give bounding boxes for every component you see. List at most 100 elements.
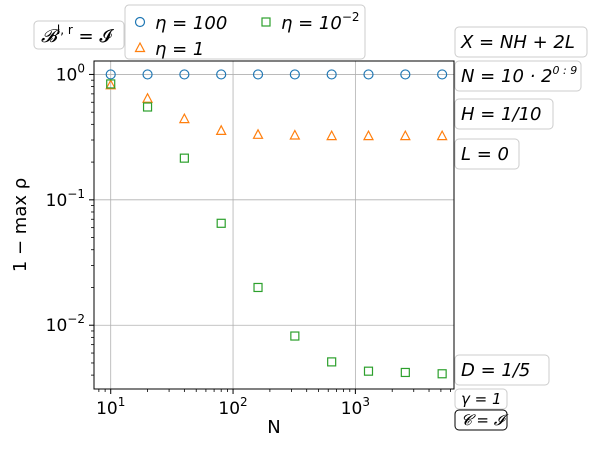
- y-axis-title: 1 − max ρ: [10, 178, 31, 272]
- data-point-circle: [105, 69, 116, 80]
- annotation-boundary-base: 𝓑: [41, 26, 60, 47]
- annotation-boundary-box: 𝓑l, r = 𝓘: [33, 20, 125, 50]
- data-point-circle: [142, 69, 153, 80]
- annotation-box: L = 0: [454, 138, 520, 170]
- data-point-square: [290, 331, 300, 341]
- annotation-text-base: γ = 1: [461, 390, 502, 408]
- data-point-triangle: [289, 129, 301, 140]
- annotation-text: X = NH + 2L: [460, 32, 575, 53]
- legend-label-exp: −2: [342, 10, 360, 24]
- annotation-text: 𝓒 = 𝓘: [461, 411, 509, 429]
- legend-label-base: η = 10: [281, 13, 342, 34]
- annotation-box: H = 1/10: [454, 98, 554, 130]
- annotation-box-frame: [454, 26, 588, 58]
- legend-marker-square: [261, 17, 271, 27]
- y-tick-label: 100: [56, 61, 85, 85]
- x-tick-label-exp: 2: [240, 395, 248, 409]
- annotation-box-frame: [454, 409, 508, 431]
- y-tick-label: 10−1: [46, 187, 85, 211]
- y-tick-label-base: 10: [56, 65, 78, 85]
- annotation-text-base: D = 1/5: [461, 360, 530, 381]
- series-layer: [105, 69, 448, 379]
- annotation-box: X = NH + 2L: [454, 26, 588, 58]
- annotation-text: γ = 1: [461, 390, 502, 408]
- annotation-text: D = 1/5: [461, 360, 530, 381]
- x-tick-label: 102: [218, 395, 247, 419]
- legend-label-base: η = 1: [155, 39, 204, 60]
- series-circle: [105, 69, 448, 80]
- legend-frame: [124, 4, 366, 60]
- x-tick-label: 103: [341, 395, 370, 419]
- data-point-square: [106, 79, 116, 89]
- annotation-boundary-rest: = 𝓘: [73, 26, 115, 47]
- y-tick-label-base: 10: [46, 191, 68, 211]
- svg-text:𝓑l, r = 𝓘: 𝓑l, r = 𝓘: [41, 23, 114, 47]
- y-tick-label-exp: 0: [77, 61, 85, 75]
- y-tick-label-exp: −1: [67, 187, 85, 201]
- data-point-triangle: [142, 92, 154, 103]
- x-tick-label-exp: 3: [362, 395, 370, 409]
- data-point-circle: [437, 69, 448, 80]
- x-tick-label-base: 10: [218, 399, 240, 419]
- annotation-text-sup: 0 : 9: [553, 64, 578, 77]
- data-point-circle: [252, 69, 264, 80]
- data-point-triangle: [105, 78, 117, 90]
- y-tick-label-exp: −2: [67, 312, 85, 326]
- x-tick-label-exp: 1: [118, 395, 126, 409]
- axes-frame: [93, 60, 455, 390]
- data-point-square: [179, 153, 189, 163]
- data-point-square: [216, 218, 226, 228]
- annotation-text-base: X = NH + 2L: [460, 32, 575, 53]
- x-tick-label: 101: [96, 395, 125, 419]
- series-triangle: [105, 78, 448, 141]
- legend: η = 100 η = 1 η = 10−2: [124, 4, 366, 60]
- data-point-square: [327, 357, 337, 367]
- annotation-text: H = 1/10: [461, 104, 541, 125]
- data-point-triangle: [178, 112, 190, 124]
- annotation-boundary-sup: l, r: [57, 23, 73, 37]
- data-point-triangle: [252, 128, 264, 139]
- legend-label: η = 1: [155, 39, 204, 60]
- annotation-box-frame: [454, 60, 582, 92]
- data-point-triangle: [436, 129, 448, 141]
- x-tick-label-base: 10: [96, 399, 118, 419]
- annotation-box-frame: [454, 138, 520, 170]
- data-point-circle: [289, 69, 300, 80]
- annotation-box: N = 10 · 20 : 9: [454, 60, 582, 92]
- data-point-circle: [216, 69, 227, 80]
- data-point-circle: [179, 69, 190, 80]
- data-point-triangle: [215, 124, 227, 135]
- legend-marker-triangle: [134, 41, 146, 53]
- data-point-triangle: [326, 129, 338, 141]
- x-axis-title: N: [267, 417, 280, 438]
- data-point-square: [253, 282, 263, 293]
- data-point-square: [437, 369, 447, 379]
- y-tick-label: 10−2: [46, 312, 85, 336]
- x-tick-label-base: 10: [341, 399, 363, 419]
- data-point-square: [400, 367, 410, 378]
- annotation-text: L = 0: [461, 144, 509, 165]
- annotation-box: γ = 1: [454, 388, 508, 410]
- annotation-text-base: H = 1/10: [461, 104, 541, 125]
- data-point-triangle: [362, 129, 374, 141]
- annotation-box: 𝓒 = 𝓘: [454, 409, 509, 431]
- annotation-text-base: L = 0: [461, 144, 509, 165]
- legend-label: η = 10−2: [281, 10, 360, 34]
- data-point-circle: [326, 69, 337, 80]
- annotation-box-frame: [454, 388, 508, 410]
- legend-label: η = 100: [155, 13, 227, 34]
- annotation-box: D = 1/5: [454, 354, 550, 386]
- annotation-box-frame: [454, 98, 554, 130]
- series-square: [106, 79, 447, 379]
- legend-label-base: η = 100: [155, 13, 227, 34]
- annotation-text: N = 10 · 20 : 9: [461, 64, 577, 87]
- data-point-square: [363, 366, 374, 376]
- data-point-square: [142, 102, 153, 112]
- right-annotations: X = NH + 2L N = 10 · 20 : 9 H = 1/10 L = 0 D…: [454, 26, 588, 431]
- grid: [94, 61, 454, 389]
- y-tick-label-base: 10: [46, 316, 68, 336]
